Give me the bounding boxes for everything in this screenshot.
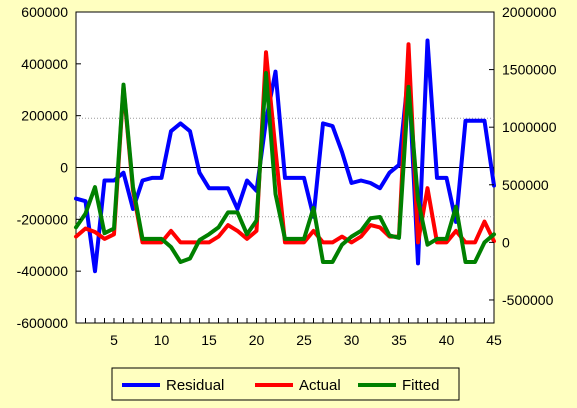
right-tick-label: 500000 bbox=[502, 177, 549, 193]
x-tick-label: 15 bbox=[201, 332, 217, 348]
x-tick-label: 30 bbox=[344, 332, 360, 348]
left-tick-label: 400000 bbox=[21, 56, 68, 72]
right-tick-label: -500000 bbox=[502, 292, 554, 308]
x-tick-label: 20 bbox=[249, 332, 265, 348]
x-tick-label: 5 bbox=[110, 332, 118, 348]
x-tick-label: 35 bbox=[391, 332, 407, 348]
left-tick-label: -600000 bbox=[17, 315, 69, 331]
left-tick-label: 600000 bbox=[21, 4, 68, 20]
legend: Residual Actual Fitted bbox=[111, 367, 460, 401]
right-tick-label: 1000000 bbox=[502, 119, 557, 135]
x-tick-label: 25 bbox=[296, 332, 312, 348]
right-tick-label: 1500000 bbox=[502, 62, 557, 78]
right-tick-label: 0 bbox=[502, 234, 510, 250]
legend-label-actual: Actual bbox=[299, 377, 341, 394]
left-tick-label: -400000 bbox=[17, 263, 69, 279]
right-tick-label: 2000000 bbox=[502, 4, 557, 20]
x-axis: 5 10 15 20 25 30 35 40 45 bbox=[75, 318, 502, 348]
x-tick-label: 40 bbox=[439, 332, 455, 348]
left-tick-label: 0 bbox=[60, 160, 68, 176]
legend-label-fitted: Fitted bbox=[402, 377, 440, 394]
left-axis: -600000 -400000 -200000 0 200000 400000 600000 bbox=[17, 4, 81, 331]
right-axis: -500000 0 500000 1000000 1500000 2000000 bbox=[489, 4, 557, 308]
left-tick-label: 200000 bbox=[21, 108, 68, 124]
x-tick-label: 10 bbox=[154, 332, 170, 348]
series-line-actual bbox=[74, 42, 496, 245]
x-tick-label: 45 bbox=[486, 332, 502, 348]
series-lines bbox=[74, 38, 496, 274]
series-line-residual bbox=[74, 38, 496, 274]
legend-label-residual: Residual bbox=[166, 377, 224, 394]
left-tick-label: -200000 bbox=[17, 211, 69, 227]
series-line-fitted bbox=[74, 71, 496, 264]
